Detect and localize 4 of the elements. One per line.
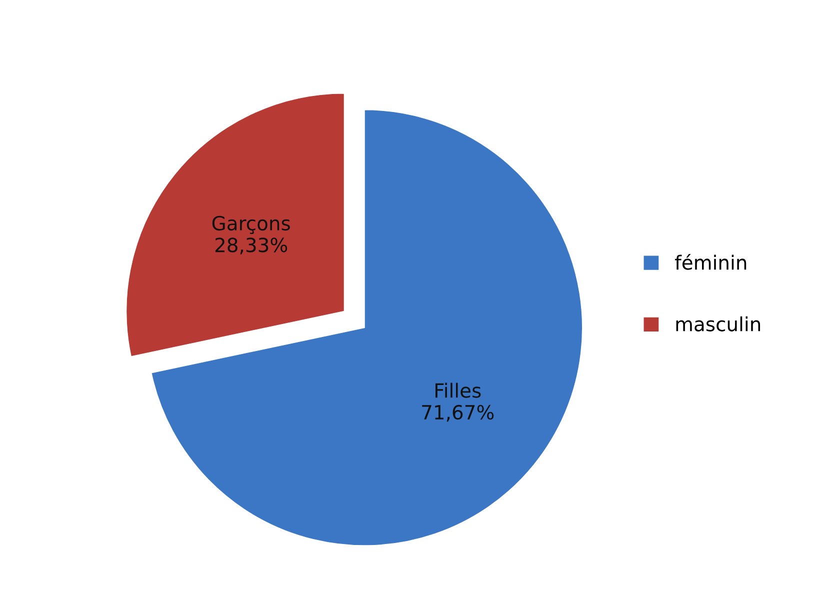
legend-label: masculin	[676, 316, 760, 332]
data-label: Garçons 28,33%	[212, 216, 290, 254]
data-label: Filles 71,67%	[422, 382, 494, 422]
legend-label: féminin	[674, 254, 746, 270]
